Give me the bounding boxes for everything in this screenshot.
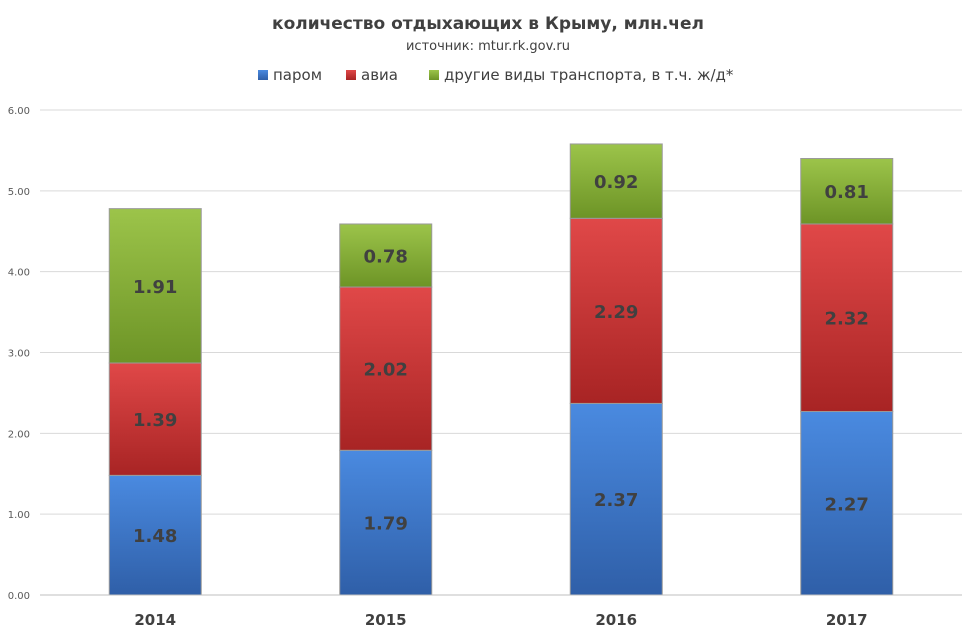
legend-swatch — [346, 70, 356, 80]
y-tick-label: 0.00 — [8, 591, 30, 602]
y-tick-label: 1.00 — [8, 510, 30, 521]
x-tick-label: 2016 — [595, 611, 637, 629]
bar-segment — [339, 449, 433, 596]
x-axis: 2014 2015 2016 2017 — [40, 594, 962, 629]
x-tick-label: 2015 — [365, 611, 407, 629]
legend-label: паром — [273, 66, 322, 84]
legend-swatch — [429, 70, 439, 80]
data-label: 2.37 — [594, 490, 638, 511]
legend: паром авиа другие виды транспорта, в т.ч. … — [258, 66, 734, 84]
y-tick-label: 5.00 — [8, 187, 30, 198]
data-label: 2.29 — [594, 302, 638, 323]
y-tick-label: 2.00 — [8, 429, 30, 440]
data-label: 0.92 — [594, 172, 638, 193]
bar-segment — [339, 286, 433, 451]
y-tick-label: 6.00 — [8, 106, 30, 117]
bar-segment — [800, 223, 894, 413]
data-label: 1.39 — [133, 410, 177, 431]
bar-segment — [339, 223, 433, 288]
data-label: 2.02 — [364, 360, 408, 381]
bar-segment — [569, 217, 663, 404]
x-tick-label: 2014 — [134, 611, 176, 629]
bar-segment — [800, 158, 894, 225]
bar-segment — [569, 402, 663, 596]
data-label: 1.48 — [133, 526, 177, 547]
y-tick-label: 4.00 — [8, 268, 30, 279]
data-label: 2.27 — [825, 494, 869, 515]
y-tick-label: 3.00 — [8, 349, 30, 360]
data-label: 1.79 — [364, 514, 408, 535]
y-axis: 0.00 1.00 2.00 3.00 4.00 5.00 6.00 — [8, 106, 30, 602]
legend-label: авиа — [361, 66, 398, 84]
data-label: 2.32 — [825, 309, 869, 330]
data-label: 0.78 — [364, 247, 408, 268]
bar-segment — [108, 362, 202, 476]
chart-title: количество отдыхающих в Крыму, млн.чел — [272, 14, 704, 34]
bar-segment — [108, 208, 202, 364]
data-label: 1.91 — [133, 277, 177, 298]
data-label: 0.81 — [825, 182, 869, 203]
x-tick-label: 2017 — [826, 611, 868, 629]
bars: 1.48 1.39 1.91 1.79 2.02 0.78 2.37 2.29 0.92 2.27… — [108, 143, 894, 596]
bar-segment — [800, 411, 894, 596]
legend-label: другие виды транспорта, в т.ч. ж/д* — [444, 66, 734, 84]
bar-segment — [569, 143, 663, 219]
chart-subtitle: источник: mtur.rk.gov.ru — [406, 39, 570, 54]
legend-swatch — [258, 70, 268, 80]
